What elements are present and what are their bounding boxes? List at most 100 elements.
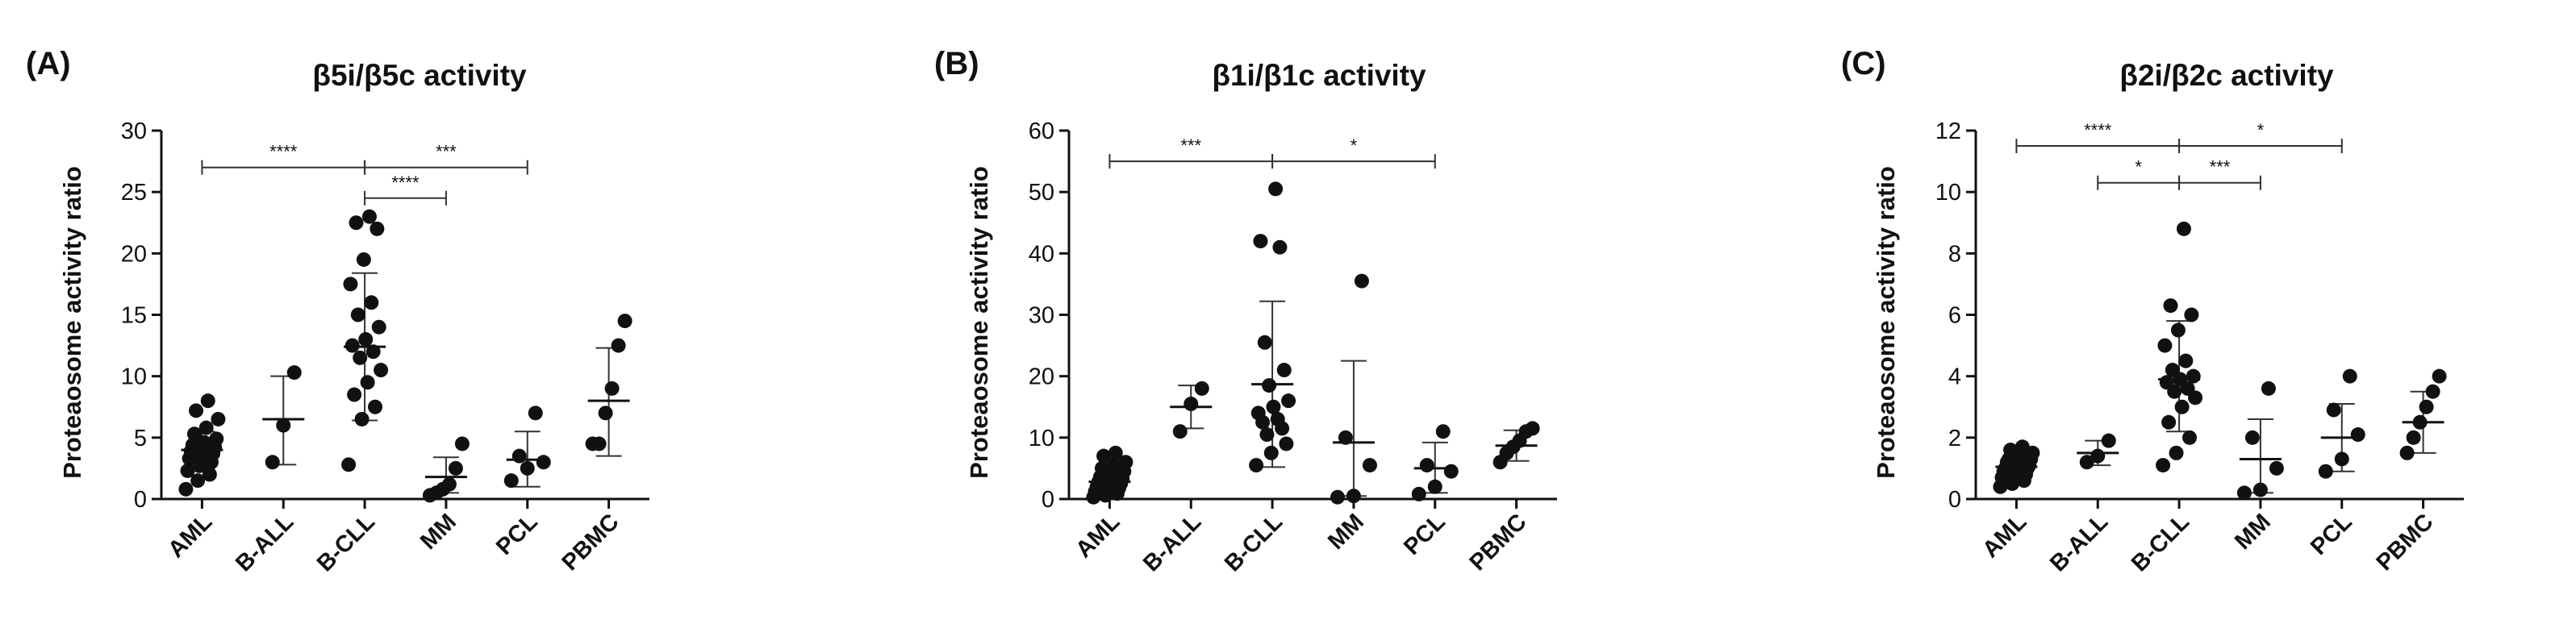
- data-point: [209, 431, 224, 447]
- panel-c-y-tick-label: 10: [1935, 180, 1961, 206]
- panel-b: (B) β1i/β1c activity Proteaosome activit…: [934, 46, 1557, 576]
- data-point: [2182, 430, 2198, 445]
- data-point: [1443, 464, 1459, 479]
- data-point: [347, 387, 362, 402]
- data-point: [265, 455, 280, 470]
- data-point: [2350, 427, 2365, 443]
- data-point: [1330, 489, 1345, 505]
- data-point: [2090, 448, 2106, 464]
- panel-a: (A) β5i/β5c activity Proteaosome activit…: [26, 46, 649, 576]
- data-point: [591, 436, 607, 451]
- panel-c: (C) β2i/β2c activity Proteaosome activit…: [1841, 46, 2464, 576]
- data-point: [178, 481, 194, 497]
- panel-a-x-tick-label: B-ALL: [231, 509, 299, 576]
- data-point: [1268, 181, 1284, 197]
- panel-a-label: (A): [26, 46, 71, 81]
- panel-a-title: β5i/β5c activity: [312, 59, 527, 92]
- panel-a-y-tick-label: 20: [121, 241, 147, 267]
- panel-c-y-tick-label: 0: [1948, 487, 1961, 513]
- data-point: [2156, 458, 2171, 473]
- panel-a-x-tick-label: B-CLL: [312, 509, 380, 576]
- data-point: [356, 252, 371, 267]
- data-point: [1249, 458, 1264, 473]
- data-point: [353, 350, 368, 365]
- significance-label: ****: [269, 142, 298, 162]
- data-point: [448, 460, 463, 476]
- data-point: [358, 331, 374, 347]
- data-point: [1411, 486, 1426, 501]
- data-point: [520, 460, 535, 476]
- data-point: [2342, 368, 2357, 384]
- data-point: [369, 221, 385, 236]
- data-point: [2184, 307, 2199, 322]
- data-point: [368, 399, 383, 414]
- panel-a-x-tick-label: PBMC: [557, 509, 624, 576]
- data-point: [276, 418, 291, 433]
- data-point: [364, 295, 379, 310]
- data-point: [598, 405, 613, 421]
- data-point: [185, 437, 200, 452]
- data-point: [1096, 448, 1112, 464]
- data-point: [2157, 338, 2173, 353]
- data-point: [1106, 458, 1121, 473]
- significance-label: ****: [2084, 120, 2112, 140]
- data-point: [2176, 221, 2191, 236]
- panel-b-x-tick-label: PBMC: [1465, 509, 1532, 576]
- data-point: [2003, 443, 2019, 458]
- data-point: [197, 435, 212, 450]
- data-point: [2163, 298, 2178, 314]
- panel-c-y-tick-label: 6: [1948, 303, 1961, 329]
- data-point: [2326, 402, 2341, 418]
- panel-b-y-tick-label: 0: [1042, 487, 1054, 513]
- data-point: [2186, 368, 2201, 384]
- data-point: [611, 338, 626, 353]
- significance-label: ***: [1180, 135, 1201, 156]
- data-point: [1262, 378, 1277, 393]
- panel-a-y-tick-label: 30: [121, 119, 147, 144]
- panel-b-y-tick-label: 20: [1029, 364, 1054, 390]
- significance-label: ***: [2210, 157, 2231, 177]
- data-point: [2252, 482, 2268, 497]
- data-point: [371, 319, 386, 335]
- panel-c-title: β2i/β2c activity: [2119, 59, 2334, 92]
- data-point: [2432, 368, 2447, 384]
- data-point: [1118, 455, 1134, 470]
- data-point: [1194, 381, 1209, 396]
- data-point: [360, 375, 375, 390]
- panel-b-y-tick-label: 30: [1029, 303, 1054, 329]
- panel-c-x-tick-label: B-ALL: [2045, 509, 2113, 576]
- panel-c-y-tick-label: 12: [1935, 119, 1961, 144]
- data-point: [2318, 464, 2333, 479]
- data-point: [200, 393, 215, 409]
- data-point: [361, 209, 377, 224]
- data-point: [2161, 414, 2177, 430]
- data-point: [1419, 458, 1434, 473]
- data-point: [1270, 411, 1285, 426]
- data-point: [198, 420, 214, 435]
- data-point: [190, 473, 206, 489]
- panel-b-x-tick-label: B-CLL: [1220, 509, 1288, 576]
- data-point: [617, 314, 633, 329]
- data-point: [1094, 460, 1109, 476]
- panel-a-x-tick-label: PCL: [491, 509, 543, 560]
- panel-b-y-tick-label: 10: [1029, 426, 1054, 451]
- data-point: [1272, 239, 1288, 255]
- data-point: [1108, 445, 1123, 460]
- data-point: [180, 463, 195, 478]
- data-point: [1525, 421, 1540, 436]
- panel-b-x-tick-label: PCL: [1399, 509, 1451, 560]
- data-point: [1257, 335, 1272, 350]
- data-point: [2174, 399, 2190, 414]
- panel-c-x-tick-label: PBMC: [2372, 509, 2439, 576]
- data-point: [1281, 393, 1296, 409]
- data-point: [528, 405, 543, 421]
- data-point: [503, 473, 519, 489]
- panel-a-y-axis-label: Proteaosome activity ratio: [58, 166, 86, 479]
- data-point: [1338, 430, 1353, 445]
- data-point: [186, 426, 202, 442]
- panel-b-title: β1i/β1c activity: [1212, 59, 1426, 92]
- panel-c-y-tick-label: 4: [1948, 364, 1961, 390]
- data-point: [344, 338, 360, 353]
